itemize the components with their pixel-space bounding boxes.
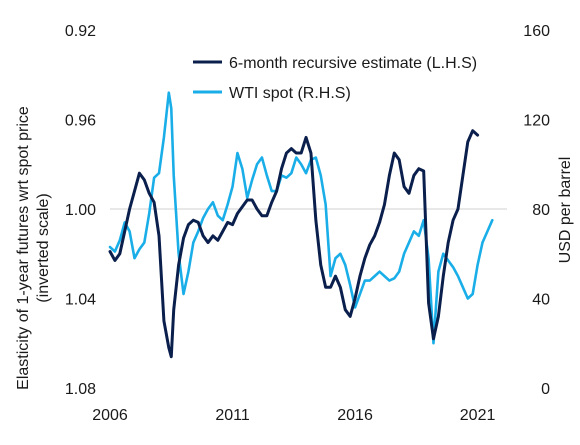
series-line-recursive-estimate	[108, 129, 480, 359]
left-tick-label-0: 0.92	[65, 23, 96, 40]
right-tick-label-1: 120	[523, 113, 550, 130]
left-tick-label-1: 0.96	[65, 113, 96, 130]
right-axis-ticks: 160 120 80 40 0	[523, 23, 550, 398]
right-axis-title: USD per barrel	[557, 157, 574, 264]
right-tick-label-2: 80	[532, 202, 550, 219]
left-tick-label-2: 1.00	[65, 202, 96, 219]
legend-label-wti: WTI spot (R.H.S)	[229, 85, 351, 102]
x-tick-label-1: 2011	[215, 407, 250, 424]
x-tick-label-0: 2006	[92, 407, 128, 424]
left-axis-ticks: 0.92 0.96 1.00 1.04 1.08	[65, 23, 96, 398]
series-layer	[108, 91, 494, 359]
left-axis-title: Elasticity of 1-year futures wrt spot pr…	[15, 106, 52, 390]
legend: 6-month recursive estimate (L.H.S) WTI s…	[193, 55, 477, 102]
left-axis-title-line-1: Elasticity of 1-year futures wrt spot pr…	[15, 106, 32, 390]
right-tick-label-3: 40	[532, 292, 550, 309]
x-tick-label-3: 2021	[460, 407, 496, 424]
left-axis-title-line-2: (inverted scale)	[35, 193, 52, 302]
right-tick-label-0: 160	[523, 23, 550, 40]
left-tick-label-3: 1.04	[65, 292, 96, 309]
legend-label-recursive: 6-month recursive estimate (L.H.S)	[229, 55, 477, 72]
series-line-wti-spot	[108, 91, 494, 345]
x-tick-label-2: 2016	[337, 407, 373, 424]
x-axis-ticks: 2006 2011 2016 2021	[92, 407, 495, 424]
left-tick-label-4: 1.08	[65, 381, 96, 398]
right-tick-label-4: 0	[541, 381, 550, 398]
